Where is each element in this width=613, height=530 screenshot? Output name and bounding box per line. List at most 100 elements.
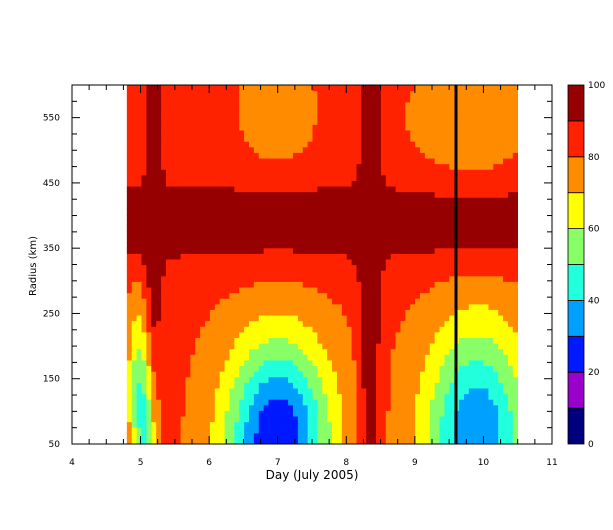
contour-cell — [312, 286, 318, 294]
contour-cell — [415, 326, 421, 333]
contour-cell — [366, 404, 372, 411]
contour-cell — [136, 185, 143, 193]
contour-cell — [356, 404, 362, 411]
contour-cell — [371, 174, 377, 181]
contour-cell — [410, 85, 416, 92]
contour-cell — [439, 404, 446, 411]
contour-cell — [253, 286, 260, 294]
contour-cell — [332, 410, 338, 417]
contour-cell — [400, 242, 406, 249]
contour-cell — [468, 427, 475, 434]
contour-cell — [356, 146, 362, 153]
contour-cell — [327, 421, 333, 428]
contour-cell — [444, 258, 450, 266]
contour-cell — [288, 303, 294, 310]
contour-cell — [131, 427, 138, 434]
contour-cell — [239, 202, 245, 210]
contour-cell — [444, 174, 450, 181]
contour-cell — [371, 354, 377, 361]
contour-cell — [415, 376, 421, 383]
contour-cell — [366, 331, 372, 339]
contour-cell — [141, 107, 147, 114]
contour-cell — [214, 286, 221, 294]
contour-cell — [165, 264, 172, 271]
contour-cell — [322, 354, 328, 361]
contour-cell — [439, 197, 446, 204]
contour-cell — [332, 253, 338, 260]
contour-cell — [444, 96, 450, 103]
contour-cell — [205, 185, 211, 193]
contour-cell — [410, 382, 416, 389]
contour-cell — [185, 219, 191, 226]
contour-cell — [405, 410, 411, 417]
contour-cell — [292, 387, 299, 395]
contour-cell — [283, 320, 289, 327]
contour-cell — [141, 96, 147, 103]
contour-cell — [400, 382, 406, 389]
contour-cell — [385, 197, 392, 204]
contour-cell — [444, 298, 450, 305]
contour-cell — [219, 303, 226, 310]
contour-cell — [214, 359, 221, 367]
contour-cell — [390, 219, 397, 226]
contour-cell — [180, 331, 187, 339]
contour-cell — [434, 129, 441, 137]
contour-cell — [219, 129, 226, 137]
contour-cell — [380, 96, 387, 103]
contour-cell — [258, 359, 265, 367]
contour-cell — [156, 230, 162, 238]
contour-cell — [131, 169, 138, 176]
contour-cell — [273, 85, 279, 92]
contour-cell — [361, 309, 367, 316]
contour-cell — [424, 197, 431, 204]
contour-cell — [405, 90, 411, 97]
contour-cell — [351, 264, 358, 271]
contour-cell — [410, 387, 416, 395]
contour-cell — [395, 180, 402, 187]
contour-cell — [170, 326, 177, 333]
contour-cell — [288, 270, 294, 277]
contour-cell — [420, 382, 426, 389]
contour-cell — [420, 359, 426, 367]
contour-cell — [463, 365, 470, 372]
contour-cell — [351, 314, 358, 322]
contour-cell — [205, 113, 211, 120]
contour-cell — [478, 180, 485, 187]
contour-cell — [146, 415, 152, 423]
contour-cell — [380, 438, 387, 444]
contour-cell — [473, 376, 480, 383]
contour-cell — [346, 264, 353, 271]
contour-cell — [239, 354, 245, 361]
contour-cell — [302, 141, 309, 148]
contour-cell — [400, 146, 406, 153]
contour-cell — [307, 146, 314, 153]
contour-cell — [224, 270, 231, 277]
contour-cell — [468, 219, 475, 226]
contour-cell — [170, 157, 177, 165]
contour-cell — [463, 404, 470, 411]
contour-cell — [361, 197, 367, 204]
contour-cell — [151, 230, 157, 238]
contour-cell — [195, 320, 201, 327]
contour-cell — [444, 320, 450, 327]
contour-cell — [390, 236, 397, 243]
contour-cell — [483, 185, 489, 193]
contour-cell — [214, 292, 221, 299]
contour-cell — [253, 320, 260, 327]
contour-cell — [219, 85, 226, 92]
contour-cell — [415, 180, 421, 187]
contour-cell — [478, 281, 485, 288]
contour-cell — [249, 101, 255, 109]
contour-cell — [229, 371, 235, 378]
contour-cell — [405, 107, 411, 114]
contour-cell — [468, 387, 475, 395]
contour-cell — [131, 180, 138, 187]
contour-cell — [239, 427, 245, 434]
contour-cell — [366, 253, 372, 260]
contour-cell — [385, 101, 392, 109]
contour-cell — [205, 303, 211, 310]
contour-cell — [478, 163, 485, 170]
contour-cell — [161, 365, 167, 372]
contour-cell — [444, 107, 450, 114]
contour-cell — [283, 163, 289, 170]
